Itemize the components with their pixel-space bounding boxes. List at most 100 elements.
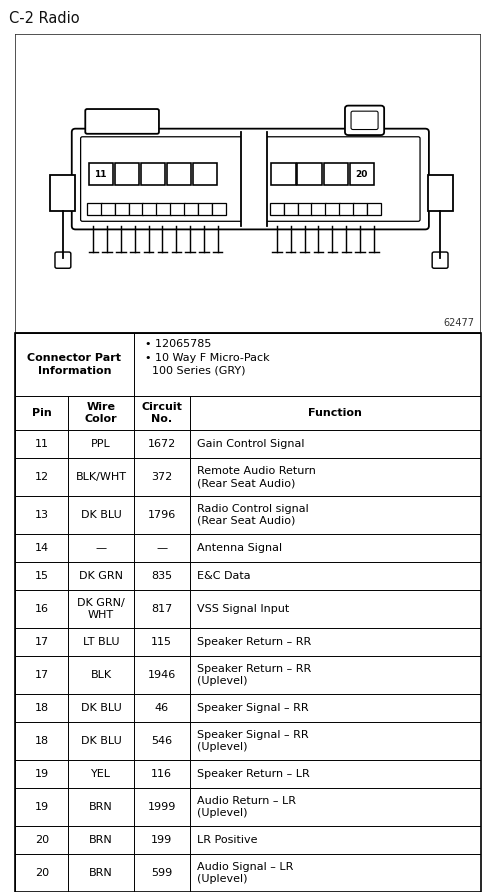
Bar [298,202,312,215]
Bar [156,202,171,215]
Text: • 12065785
• 10 Way F Micro-Pack
  100 Series (GRY): • 12065785 • 10 Way F Micro-Pack 100 Ser… [145,339,270,376]
Bar [353,202,368,215]
Text: 835: 835 [151,571,172,581]
Text: LT BLU: LT BLU [83,637,120,647]
Text: 199: 199 [151,835,173,845]
Text: 11: 11 [94,169,107,178]
Text: BRN: BRN [89,835,113,845]
Text: Speaker Return – RR: Speaker Return – RR [197,637,311,647]
Text: LR Positive: LR Positive [197,835,257,845]
Bar [50,175,75,211]
Bar [270,202,284,215]
Text: 13: 13 [35,509,49,520]
Text: 19: 19 [35,769,49,779]
Text: 546: 546 [151,736,172,746]
Text: BRN: BRN [89,802,113,812]
Text: 15: 15 [35,571,49,581]
Bar [87,202,102,215]
Bar [115,163,139,186]
FancyBboxPatch shape [72,128,429,229]
Text: —: — [96,543,107,553]
Text: Wire
Color: Wire Color [85,401,118,424]
Text: 20: 20 [356,169,368,178]
Text: DK BLU: DK BLU [81,509,122,520]
FancyBboxPatch shape [85,109,159,134]
Bar [350,163,374,186]
Bar [298,163,322,186]
FancyBboxPatch shape [351,112,378,129]
FancyBboxPatch shape [81,136,420,221]
Text: BLK/WHT: BLK/WHT [75,472,126,482]
Text: 17: 17 [35,670,49,680]
Text: YEL: YEL [91,769,111,779]
Text: 46: 46 [155,703,169,713]
Text: Audio Signal – LR
(Uplevel): Audio Signal – LR (Uplevel) [197,862,293,884]
Text: Speaker Return – RR
(Uplevel): Speaker Return – RR (Uplevel) [197,664,311,686]
Text: 1946: 1946 [148,670,176,680]
Text: 20: 20 [35,835,49,845]
Text: Speaker Signal – RR: Speaker Signal – RR [197,703,309,713]
Bar [184,202,198,215]
Text: BRN: BRN [89,868,113,878]
Text: DK BLU: DK BLU [81,736,122,746]
Bar [198,202,212,215]
Text: 1796: 1796 [148,509,176,520]
Text: DK BLU: DK BLU [81,703,122,713]
Bar [101,202,116,215]
Text: C-2 Radio: C-2 Radio [9,11,79,26]
Text: Remote Audio Return
(Rear Seat Audio): Remote Audio Return (Rear Seat Audio) [197,466,315,488]
Text: 11: 11 [35,439,49,449]
Bar [89,163,113,186]
Bar [325,202,340,215]
Bar [367,202,381,215]
Text: 1999: 1999 [147,802,176,812]
FancyBboxPatch shape [55,252,71,268]
Text: VSS Signal Input: VSS Signal Input [197,604,289,614]
Text: Radio Control signal
(Rear Seat Audio): Radio Control signal (Rear Seat Audio) [197,504,309,526]
Bar [142,202,157,215]
Text: 62477: 62477 [443,318,474,327]
Bar [170,202,185,215]
Text: BLK: BLK [91,670,112,680]
Text: 20: 20 [35,868,49,878]
Bar [128,202,143,215]
Text: Circuit
No.: Circuit No. [141,401,182,424]
Text: 18: 18 [35,736,49,746]
Text: 115: 115 [151,637,172,647]
Text: PPL: PPL [91,439,111,449]
Text: DK GRN: DK GRN [79,571,123,581]
Text: 1672: 1672 [148,439,176,449]
Text: 599: 599 [151,868,173,878]
Text: 116: 116 [151,769,172,779]
Bar [284,202,298,215]
Text: Gain Control Signal: Gain Control Signal [197,439,304,449]
Bar [241,134,267,224]
Bar [193,163,217,186]
Text: 14: 14 [35,543,49,553]
Text: 817: 817 [151,604,173,614]
Bar [115,202,129,215]
Text: Pin: Pin [32,408,52,417]
Text: 18: 18 [35,703,49,713]
Text: Function: Function [309,408,363,417]
Bar [212,202,226,215]
Text: 16: 16 [35,604,49,614]
Text: Audio Return – LR
(Uplevel): Audio Return – LR (Uplevel) [197,796,296,818]
Bar [339,202,354,215]
Bar [271,163,296,186]
Bar [141,163,165,186]
FancyBboxPatch shape [345,105,384,135]
Text: Antenna Signal: Antenna Signal [197,543,282,553]
Text: 372: 372 [151,472,173,482]
Text: DK GRN/
WHT: DK GRN/ WHT [77,598,125,620]
Text: Speaker Signal – RR
(Uplevel): Speaker Signal – RR (Uplevel) [197,730,309,752]
Text: E&C Data: E&C Data [197,571,250,581]
Bar [428,175,453,211]
Bar [323,163,348,186]
Text: 12: 12 [35,472,49,482]
Text: Speaker Return – LR: Speaker Return – LR [197,769,310,779]
Text: —: — [156,543,167,553]
Text: 19: 19 [35,802,49,812]
Text: Connector Part
Information: Connector Part Information [27,352,122,376]
Bar [311,202,326,215]
